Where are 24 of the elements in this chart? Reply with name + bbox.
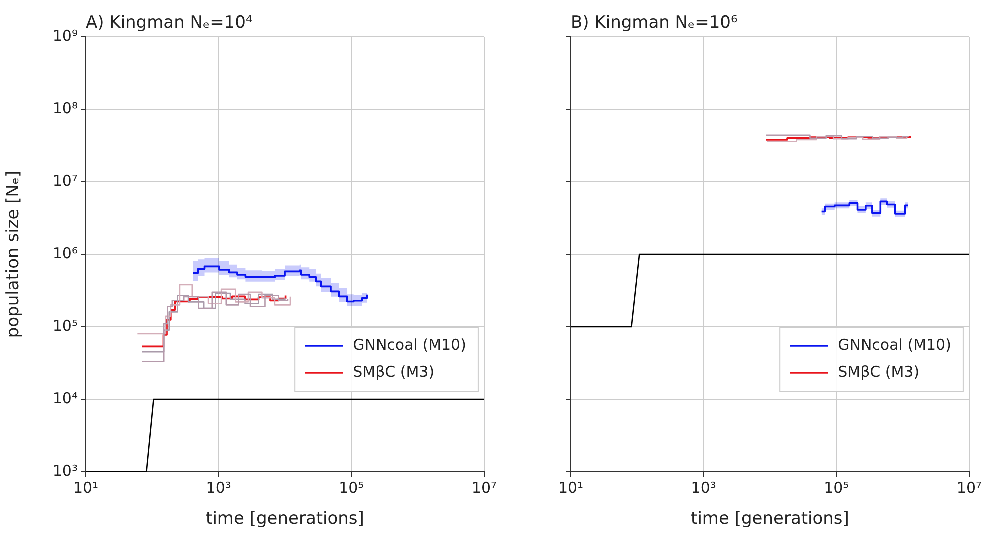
legend-label: SMβC (M3) bbox=[353, 362, 435, 381]
legend-label: SMβC (M3) bbox=[838, 362, 920, 381]
chart-title: A) Kingman Nₑ=10⁴ bbox=[86, 12, 253, 33]
x-axis-title: time [generations] bbox=[206, 509, 364, 530]
y-tick-label: 10⁵ bbox=[52, 316, 78, 335]
x-tick-label: 10³ bbox=[206, 478, 232, 497]
legend-label: GNNcoal (M10) bbox=[838, 336, 952, 354]
x-tick-label: 10⁵ bbox=[339, 478, 364, 497]
x-axis-title: time [generations] bbox=[691, 509, 850, 530]
chart-title: B) Kingman Nₑ=10⁶ bbox=[571, 12, 738, 33]
y-tick-label: 10⁸ bbox=[52, 99, 78, 118]
x-tick-label: 10⁷ bbox=[472, 478, 498, 497]
x-tick-label: 10¹ bbox=[73, 478, 99, 497]
legend-label: GNNcoal (M10) bbox=[353, 336, 466, 354]
x-tick-label: 10³ bbox=[691, 478, 716, 497]
y-axis-title: population size [Nₑ] bbox=[4, 170, 24, 338]
y-tick-label: 10³ bbox=[52, 462, 78, 480]
x-tick-label: 10¹ bbox=[558, 478, 584, 497]
y-tick-label: 10⁴ bbox=[52, 389, 78, 408]
x-tick-label: 10⁷ bbox=[956, 478, 982, 497]
x-tick-label: 10⁵ bbox=[824, 478, 850, 497]
y-tick-label: 10⁶ bbox=[52, 244, 78, 262]
y-tick-label: 10⁷ bbox=[52, 172, 78, 190]
y-tick-label: 10⁹ bbox=[52, 26, 78, 45]
